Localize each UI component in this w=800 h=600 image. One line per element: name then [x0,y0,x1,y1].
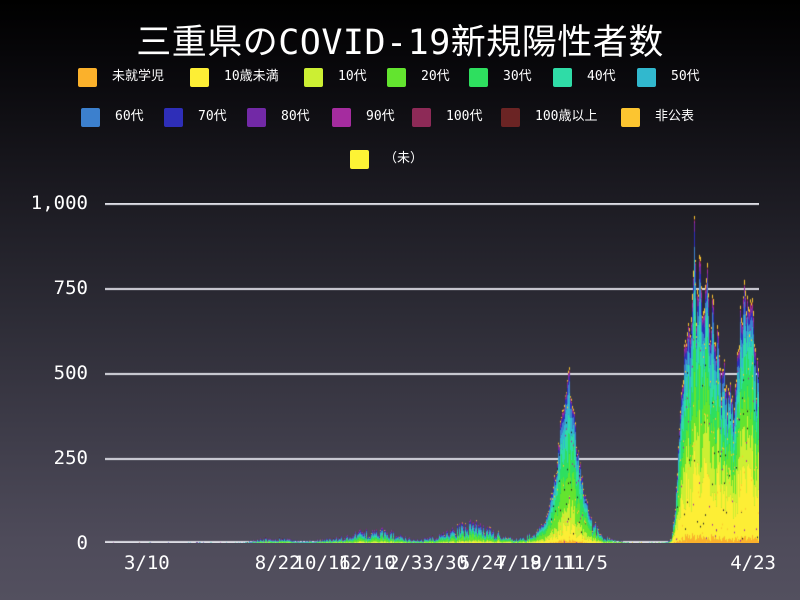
x-axis-tick-label: 3/10 [123,552,170,574]
x-axis: 3/10 8/22 10/16 12/10 2/3 3/30 5/24 7/18 9/11 11/… [0,550,800,580]
legend-color-swatch [81,107,100,127]
legend-item-label: 未就学児 [112,69,165,84]
legend-item: 50代 [637,66,700,88]
legend-color-swatch [332,107,351,127]
legend-item-label: 90代 [366,109,395,124]
legend-item-label: 非公表 [655,109,695,124]
legend-item: 非公表 [621,106,694,128]
x-axis-tick-label: 7/18 [496,552,542,574]
legend-item: 40代 [553,66,616,88]
legend: 未就学児 10歳未満 10代 20代 30代 40代 50代 60代 70代 80代 90代 100代… [0,0,800,180]
x-axis-tick-label: 12/10 [338,552,396,574]
legend-color-swatch [553,67,572,87]
legend-item-label: 20代 [421,69,450,84]
legend-item: 100代 [412,106,482,128]
legend-item: （未） [350,148,423,170]
legend-item: 70代 [164,106,227,128]
legend-item-label: 50代 [671,69,700,84]
y-axis-tick-label: 750 [53,277,88,299]
legend-color-swatch [350,149,369,169]
legend-item: 未就学児 [78,66,164,88]
x-axis-tick-label: 11/5 [562,552,608,574]
legend-color-swatch [304,67,323,87]
legend-item: 30代 [469,66,532,88]
legend-item: 20代 [387,66,450,88]
legend-item: 10代 [304,66,367,88]
y-axis-tick-label: 0 [76,532,88,554]
y-axis-tick-label: 500 [53,362,88,384]
legend-color-swatch [247,107,266,127]
legend-item-label: 70代 [198,109,227,124]
x-axis-tick-label: 8/22 [254,552,301,574]
legend-item: 80代 [247,106,310,128]
plot-area [105,203,759,543]
legend-item: 10歳未満 [190,66,279,88]
legend-item-label: 80代 [281,109,310,124]
legend-item: 100歳以上 [501,106,597,128]
stacked-bar-canvas [105,203,759,543]
y-axis: 0 250 500 750 1,000 [0,0,88,600]
legend-item-label: 60代 [115,109,144,124]
chart-title: 三重県のCOVID-19新規陽性者数 [136,23,664,63]
x-axis-tick-label: 4/23 [730,552,776,574]
x-axis-tick-label: 2/3 [388,552,423,574]
legend-item-label: 30代 [503,69,532,84]
legend-item-label: 40代 [587,69,616,84]
legend-color-swatch [164,107,183,127]
legend-item-label: （未） [384,151,424,166]
legend-color-swatch [78,67,97,87]
legend-item: 90代 [332,106,395,128]
legend-color-swatch [469,67,488,87]
legend-color-swatch [621,107,640,127]
x-axis-tick-label: 3/30 [422,552,468,574]
legend-item: 60代 [81,106,144,128]
y-axis-tick-label: 250 [53,447,88,469]
legend-color-swatch [412,107,431,127]
legend-color-swatch [637,67,656,87]
legend-color-swatch [387,67,406,87]
legend-item-label: 100歳以上 [535,109,598,124]
legend-color-swatch [190,67,209,87]
legend-item-label: 10歳未満 [224,69,279,84]
legend-item-label: 10代 [338,69,367,84]
x-axis-tick-label: 10/16 [293,552,351,574]
legend-color-swatch [501,107,520,127]
y-axis-tick-label: 1,000 [30,192,88,214]
x-axis-tick-label: 5/24 [458,552,505,574]
x-axis-tick-label: 9/11 [530,552,576,574]
legend-item-label: 100代 [446,109,483,124]
